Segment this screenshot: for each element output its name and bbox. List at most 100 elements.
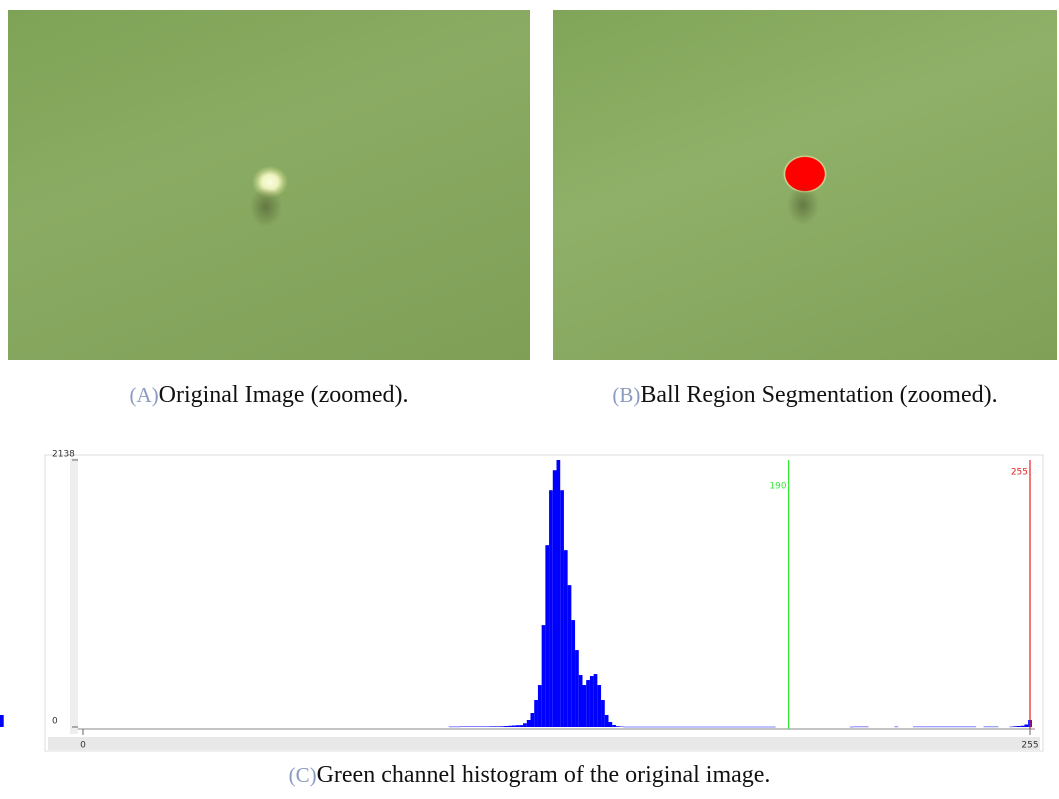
bar bbox=[928, 727, 932, 728]
bar bbox=[538, 685, 542, 727]
bar bbox=[545, 545, 549, 727]
bar bbox=[764, 727, 768, 728]
bar bbox=[958, 727, 962, 728]
bar bbox=[620, 727, 624, 728]
bar bbox=[505, 726, 509, 727]
y-tick-label: 2138 bbox=[52, 450, 75, 460]
bar bbox=[653, 727, 657, 728]
bar bbox=[560, 490, 564, 727]
bar bbox=[738, 727, 742, 728]
bar bbox=[642, 727, 646, 728]
bar bbox=[479, 727, 483, 728]
bar bbox=[449, 727, 453, 728]
bar bbox=[531, 713, 535, 727]
bar bbox=[590, 676, 594, 727]
bar bbox=[597, 685, 601, 727]
bar bbox=[490, 726, 494, 727]
bar bbox=[954, 727, 958, 728]
bar bbox=[512, 726, 516, 727]
bar bbox=[768, 727, 772, 728]
bar bbox=[961, 727, 965, 728]
bar bbox=[987, 727, 991, 728]
bar bbox=[634, 727, 638, 728]
bar bbox=[894, 727, 898, 728]
bar bbox=[523, 723, 527, 727]
bar bbox=[701, 727, 705, 728]
bar bbox=[672, 727, 676, 728]
bar bbox=[527, 720, 531, 727]
bar bbox=[1021, 726, 1025, 727]
bar bbox=[935, 727, 939, 728]
bar bbox=[698, 727, 702, 728]
bar bbox=[660, 727, 664, 728]
bar bbox=[549, 490, 553, 727]
bar bbox=[1013, 726, 1017, 727]
bar bbox=[668, 727, 672, 728]
bar bbox=[582, 685, 586, 727]
bar bbox=[939, 727, 943, 728]
bar bbox=[757, 727, 761, 728]
bar bbox=[865, 727, 869, 728]
bar bbox=[683, 727, 687, 728]
bar bbox=[608, 722, 612, 727]
bar bbox=[972, 727, 976, 728]
bar bbox=[1017, 726, 1021, 727]
bar bbox=[761, 727, 765, 728]
bar bbox=[943, 727, 947, 728]
bar bbox=[482, 727, 486, 728]
x-tick-label: 255 bbox=[1021, 741, 1038, 751]
bar bbox=[712, 727, 716, 728]
bar bbox=[727, 727, 731, 728]
bar bbox=[679, 727, 683, 728]
bar bbox=[575, 650, 579, 727]
bar bbox=[709, 727, 713, 728]
bar bbox=[594, 674, 598, 727]
bar bbox=[753, 727, 757, 728]
bar bbox=[516, 725, 520, 727]
bar bbox=[586, 680, 590, 727]
bar bbox=[571, 620, 575, 727]
bar bbox=[471, 727, 475, 728]
histogram: 0 2138 0 255 190 255 bbox=[0, 0, 1059, 799]
bar bbox=[690, 727, 694, 728]
bar bbox=[917, 727, 921, 728]
bar bbox=[534, 700, 538, 727]
x-axis-strip bbox=[48, 737, 1040, 750]
bar bbox=[924, 727, 928, 728]
bar bbox=[991, 727, 995, 728]
bar bbox=[965, 727, 969, 728]
bar bbox=[984, 727, 988, 728]
bar bbox=[857, 727, 861, 728]
bar bbox=[623, 727, 627, 728]
bar bbox=[612, 725, 616, 727]
bar bbox=[616, 726, 620, 727]
bar bbox=[731, 727, 735, 728]
bar bbox=[497, 726, 501, 727]
bar bbox=[464, 727, 468, 728]
bar bbox=[850, 727, 854, 728]
threshold-label: 255 bbox=[1011, 468, 1028, 478]
bar bbox=[705, 727, 709, 728]
bar bbox=[453, 727, 457, 728]
bar bbox=[605, 715, 609, 727]
bar bbox=[664, 727, 668, 728]
bar bbox=[969, 727, 973, 728]
bar bbox=[724, 727, 728, 728]
bar bbox=[861, 727, 865, 728]
bar bbox=[746, 727, 750, 728]
bar bbox=[493, 726, 497, 727]
bar bbox=[519, 725, 523, 727]
bar bbox=[675, 727, 679, 728]
bar bbox=[750, 727, 754, 728]
y-tick-label: 0 bbox=[52, 717, 58, 727]
threshold-label: 190 bbox=[769, 482, 786, 492]
bar bbox=[995, 727, 999, 728]
bar bbox=[657, 727, 661, 728]
bar bbox=[946, 727, 950, 728]
bar bbox=[475, 727, 479, 728]
bar bbox=[1024, 725, 1028, 727]
x-tick-label: 0 bbox=[80, 741, 86, 751]
bar bbox=[950, 727, 954, 728]
bar bbox=[553, 470, 557, 727]
bar bbox=[854, 727, 858, 728]
